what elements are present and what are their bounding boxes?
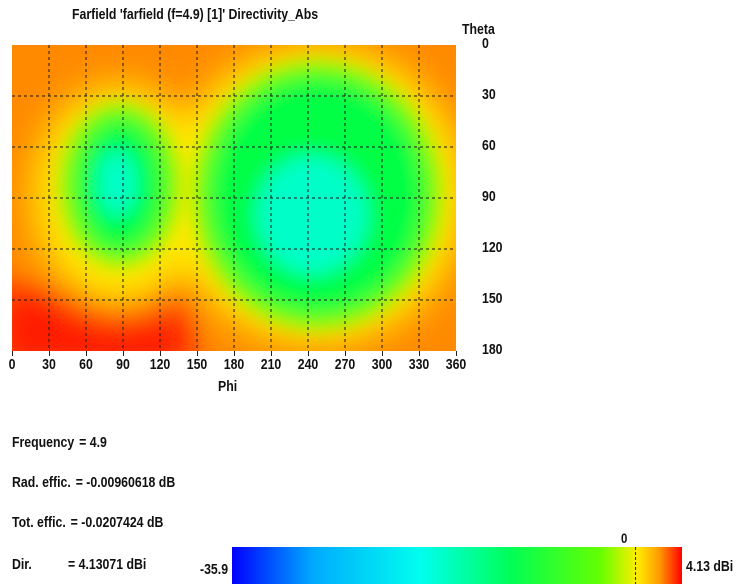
x-tick-label: 240 bbox=[297, 356, 319, 373]
x-tick-mark bbox=[49, 351, 50, 356]
y-tick-label: 60 bbox=[482, 137, 496, 154]
colorscale-bar bbox=[232, 547, 682, 584]
x-tick-label: 210 bbox=[260, 356, 282, 373]
x-tick-label: 300 bbox=[371, 356, 393, 373]
colorscale-zero-label: 0 bbox=[621, 530, 628, 546]
x-tick-mark bbox=[271, 351, 272, 356]
x-tick-label: 150 bbox=[186, 356, 208, 373]
x-tick-label: 330 bbox=[408, 356, 430, 373]
chart-title: Farfield 'farfield (f=4.9) [1]' Directiv… bbox=[72, 6, 319, 23]
y-tick-label: 30 bbox=[482, 86, 496, 103]
x-tick-mark bbox=[234, 351, 235, 356]
x-tick-label: 90 bbox=[116, 356, 130, 373]
colorscale-min-label: -35.9 bbox=[200, 561, 229, 578]
frequency-value: = 4.9 bbox=[79, 434, 107, 451]
x-tick-mark bbox=[456, 351, 457, 356]
x-tick-label: 30 bbox=[42, 356, 56, 373]
tot-effic-value: = -0.0207424 dB bbox=[70, 514, 164, 531]
x-tick-mark bbox=[382, 351, 383, 356]
dir-value: = 4.13071 dBi bbox=[68, 556, 147, 573]
x-tick-mark bbox=[345, 351, 346, 356]
x-tick-mark bbox=[123, 351, 124, 356]
dir-label: Dir. bbox=[12, 556, 32, 573]
x-tick-mark bbox=[160, 351, 161, 356]
rad-effic-label: Rad. effic. bbox=[12, 474, 71, 491]
colorscale-max-label: 4.13 dBi bbox=[686, 558, 734, 575]
y-tick-label: 90 bbox=[482, 188, 496, 205]
x-tick-mark bbox=[86, 351, 87, 356]
x-tick-mark bbox=[308, 351, 309, 356]
directivity-heatmap bbox=[12, 45, 456, 351]
frequency-line: Frequency = 4.9 bbox=[12, 434, 107, 451]
x-tick-mark bbox=[12, 351, 13, 356]
x-tick-mark bbox=[197, 351, 198, 356]
heatmap-grid bbox=[12, 45, 456, 351]
tot-effic-line: Tot. effic. = -0.0207424 dB bbox=[12, 514, 163, 531]
x-tick-mark bbox=[419, 351, 420, 356]
colorscale-gradient bbox=[232, 547, 682, 584]
tot-effic-label: Tot. effic. bbox=[12, 514, 66, 531]
y-axis-title: Theta bbox=[462, 21, 495, 38]
rad-effic-value: = -0.00960618 dB bbox=[75, 474, 176, 491]
x-tick-label: 0 bbox=[8, 356, 16, 373]
y-tick-label: 120 bbox=[482, 239, 503, 256]
y-tick-label: 180 bbox=[482, 341, 503, 358]
x-tick-label: 360 bbox=[445, 356, 467, 373]
x-tick-label: 180 bbox=[223, 356, 245, 373]
heatmap-lobe-right-core bbox=[256, 155, 368, 275]
x-axis-title: Phi bbox=[218, 378, 238, 395]
y-tick-label: 0 bbox=[482, 35, 489, 52]
frequency-label: Frequency bbox=[12, 434, 75, 451]
x-tick-label: 60 bbox=[79, 356, 93, 373]
x-tick-label: 120 bbox=[149, 356, 171, 373]
y-tick-label: 150 bbox=[482, 290, 503, 307]
heatmap-lobe-left-core bbox=[97, 149, 137, 217]
x-tick-label: 270 bbox=[334, 356, 356, 373]
rad-effic-line: Rad. effic. = -0.00960618 dB bbox=[12, 474, 175, 491]
